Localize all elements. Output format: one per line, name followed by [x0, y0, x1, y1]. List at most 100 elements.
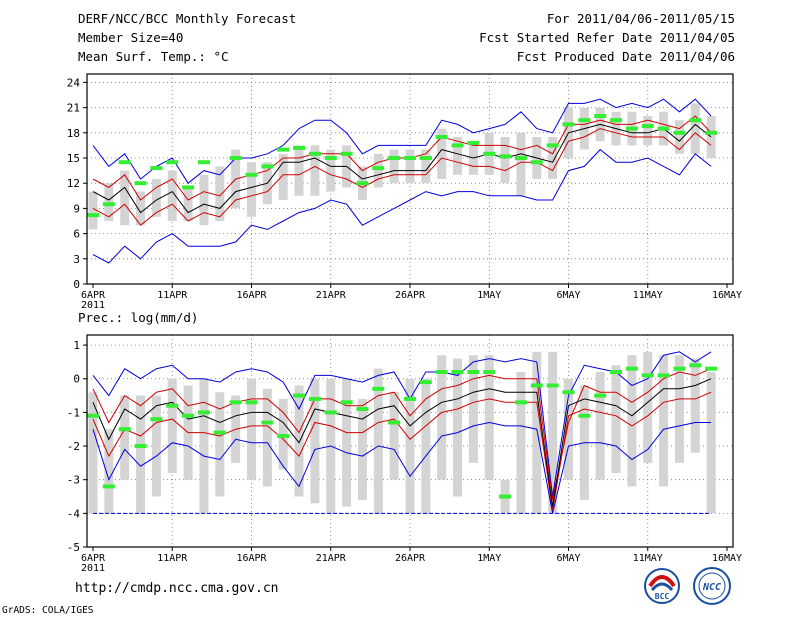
prec-ensemble-bar	[262, 388, 272, 487]
prec-obs-mark	[118, 427, 131, 432]
prec-ensemble-bar	[706, 372, 716, 514]
temp-obs-mark	[499, 154, 512, 159]
temp-ensemble-bar	[373, 153, 383, 188]
temp-obs-mark	[451, 143, 464, 148]
temp-obs-mark	[610, 118, 623, 123]
temp-obs-mark	[578, 118, 591, 123]
chart-title: DERF/NCC/BCC Monthly Forecast	[78, 11, 297, 26]
temp-xtick-label: 11APR	[157, 290, 188, 301]
prec-obs-mark	[562, 390, 575, 395]
prec-obs-mark	[277, 433, 290, 438]
temp-ensemble-bar	[548, 137, 558, 179]
prec-ytick-label: -4	[67, 507, 81, 520]
prec-ytick-label: 1	[73, 339, 80, 352]
temp-obs-mark	[483, 151, 496, 156]
temp-xtick-label: 6APR	[81, 290, 106, 301]
temp-ensemble-bar	[183, 187, 193, 221]
temp-lower-line	[92, 128, 712, 226]
prec-obs-mark	[261, 420, 274, 425]
temp-obs-mark	[308, 151, 321, 156]
temp-ensemble-bar	[120, 170, 130, 226]
source-url[interactable]: http://cmdp.ncc.cma.gov.cn	[75, 581, 279, 596]
prec-obs-mark	[150, 417, 163, 422]
prec-ensemble-bar	[389, 392, 399, 480]
prec-obs-mark	[324, 410, 337, 415]
prec-obs-mark	[134, 444, 147, 449]
temp-ensemble-bar	[310, 145, 320, 196]
prec-ensemble-bar	[437, 355, 447, 480]
prec-ensemble-bar	[643, 351, 653, 463]
member-size: Member Size=40	[78, 30, 184, 45]
temp-obs-mark	[293, 145, 306, 150]
prec-ensemble-bar	[167, 378, 177, 473]
temp-obs-mark	[102, 202, 115, 207]
prec-obs-mark	[340, 400, 353, 405]
temp-ytick-label: 15	[67, 152, 80, 165]
prec-ensemble-bar	[548, 351, 558, 514]
prec-obs-mark	[578, 413, 591, 418]
prec-ensemble-bar	[421, 378, 431, 514]
temp-ytick-label: 12	[67, 177, 80, 190]
prec-ensemble-bar	[88, 392, 98, 514]
fcst-started-date: Fcst Started Refer Date 2011/04/05	[479, 30, 735, 45]
prec-obs-mark	[467, 370, 480, 375]
temp-obs-mark	[689, 118, 702, 123]
prec-xtick-label: 1MAY	[477, 553, 501, 564]
ncc-logo-text: NCC	[702, 582, 721, 593]
temp-ensemble-bar	[405, 149, 415, 184]
prec-obs-mark	[705, 366, 718, 371]
prec-xtick-label: 16APR	[236, 553, 267, 564]
temp-xtick-label: 1MAY	[477, 290, 501, 301]
prec-obs-mark	[641, 373, 654, 378]
prec-obs-mark	[388, 420, 401, 425]
temp-obs-mark	[594, 114, 607, 118]
prec-obs-mark	[229, 400, 242, 405]
prec-lower-line	[92, 391, 712, 511]
temp-ytick-label: 18	[67, 127, 80, 140]
prec-ensemble-bar	[104, 429, 114, 514]
prec-obs-mark	[689, 363, 702, 368]
prec-obs-mark	[657, 373, 670, 378]
prec-ensemble-bar	[294, 385, 304, 497]
temp-ensemble-bar	[294, 145, 304, 196]
prec-upper-line	[92, 368, 712, 501]
temp-ensemble-bar	[151, 179, 161, 217]
temp-xtick-sublabel: 2011	[81, 300, 105, 311]
prec-ensemble-bar	[564, 378, 573, 480]
temp-ytick-label: 9	[73, 202, 80, 215]
grads-credit: GrADS: COLA/IGES	[2, 605, 94, 616]
prec-ensemble-bar	[342, 378, 352, 507]
temp-ensemble-bar	[215, 166, 225, 221]
prec-obs-mark	[213, 430, 226, 435]
prec-ensemble-bar	[659, 355, 669, 487]
prec-ensemble-bar	[468, 355, 478, 463]
temp-xtick-label: 6MAY	[556, 290, 580, 301]
prec-ensemble-bar	[151, 395, 161, 497]
temp-upper-line	[92, 115, 712, 201]
temp-obs-mark	[625, 126, 638, 131]
prec-ensemble-bar	[690, 358, 700, 453]
temp-ensemble-bar	[706, 116, 716, 158]
temp-max-line	[92, 98, 712, 184]
prec-xtick-label: 6APR	[81, 553, 106, 564]
temp-ensemble-bar	[88, 191, 98, 230]
prec-ensemble-bar	[373, 368, 383, 514]
prec-obs-mark	[182, 413, 195, 418]
temp-obs-mark	[562, 122, 575, 127]
temp-obs-mark	[467, 140, 480, 145]
temp-mean-line	[92, 123, 712, 214]
prec-obs-mark	[102, 484, 115, 489]
temp-ensemble-bar	[437, 128, 447, 179]
prec-obs-mark	[166, 403, 179, 408]
temp-obs-mark	[324, 156, 337, 160]
prec-obs-mark	[451, 370, 464, 375]
temp-obs-mark	[229, 156, 242, 160]
temp-ensemble-bar	[167, 170, 177, 221]
temp-min-line	[92, 148, 712, 264]
temp-obs-mark	[261, 164, 274, 169]
temp-xtick-label: 11MAY	[633, 290, 663, 301]
temp-ytick-label: 3	[73, 253, 80, 266]
temp-frame	[86, 73, 734, 285]
temp-ensemble-bar	[199, 174, 209, 226]
temp-xtick-label: 16APR	[236, 290, 267, 301]
